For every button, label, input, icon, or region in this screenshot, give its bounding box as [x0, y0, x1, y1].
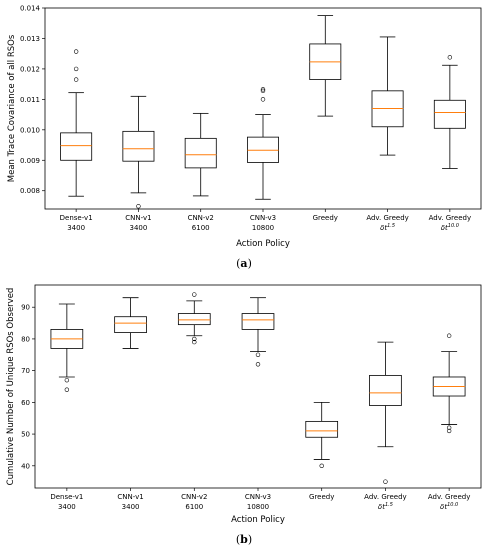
outlier [255, 352, 261, 357]
x-tick-label: Dense-v1 [60, 214, 93, 222]
box-body [433, 99, 466, 129]
y-tick-label: 0.011 [20, 96, 40, 104]
box-5 [309, 15, 342, 117]
box-1 [50, 303, 84, 392]
y-tick-label: 50 [21, 431, 30, 439]
box-body [177, 313, 211, 326]
box-body [369, 374, 402, 406]
y-tick-label: 40 [21, 462, 30, 470]
outlier [446, 333, 452, 338]
box-3 [184, 112, 217, 197]
box-6 [371, 36, 404, 156]
box-6 [369, 341, 402, 484]
x-tick-label: Adv. Greedy [364, 493, 407, 501]
x-tick-label: CNN-v3 [245, 493, 271, 501]
x-tick-sublabel: δt10.0 [440, 502, 458, 511]
box-2 [122, 95, 155, 209]
box-7 [433, 55, 466, 169]
box-2 [114, 297, 147, 349]
outlier [260, 88, 266, 94]
box-7 [432, 333, 466, 434]
chart-a: 0.008 0.009 0.010 0.011 0.012 0.013 0.014 Dense… [7, 5, 482, 270]
y-tick-label: 70 [21, 367, 30, 375]
x-tick-sublabel: 6100 [192, 224, 210, 232]
outlier [255, 362, 261, 367]
y-tick-label: 0.013 [20, 35, 40, 43]
outlier [447, 55, 453, 60]
x-axis-title: Action Policy [231, 515, 285, 525]
y-tick-label: 0.010 [20, 126, 40, 134]
box-body [305, 420, 339, 438]
y-tick-label: 0.009 [20, 157, 40, 165]
chart-b: 40 50 60 70 80 90 Dense-v1 3400 CNN-v1 3400 CNN-v2… [6, 284, 482, 546]
x-tick-label: CNN-v1 [117, 493, 143, 501]
x-tick-label: CNN-v2 [188, 214, 214, 222]
y-axis-title: Cumulative Number of Unique RSOs Observe… [6, 288, 16, 486]
outlier [64, 377, 70, 383]
x-tick-label: CNN-v1 [125, 214, 151, 222]
box-5 [305, 401, 339, 468]
box-3 [177, 292, 211, 345]
y-axis-title: Mean Trace Covariance of all RSOs [7, 34, 17, 182]
outlier [446, 428, 452, 434]
box-body [184, 137, 217, 169]
x-tick-sublabel: 3400 [130, 224, 148, 232]
outlier [192, 336, 197, 342]
outlier [383, 479, 388, 484]
outlier [64, 387, 70, 392]
outlier [260, 97, 266, 102]
box-body [122, 130, 155, 162]
x-tick-sublabel: 10800 [247, 503, 269, 511]
outlier [136, 204, 141, 209]
x-tick-sublabel: δt1.5 [378, 502, 393, 511]
figure-caption: (a) [236, 257, 252, 270]
x-tick-label: Adv. Greedy [366, 214, 409, 222]
box-4 [241, 297, 275, 367]
y-tick-label: 80 [21, 335, 30, 343]
y-tick-label: 0.014 [20, 5, 41, 13]
box-body [114, 316, 147, 333]
y-tick-label: 0.012 [20, 65, 40, 73]
x-tick-label: Adv. Greedy [428, 493, 471, 501]
x-tick-sublabel: δt1.5 [380, 223, 395, 232]
outlier [73, 77, 79, 82]
box-body [60, 132, 93, 161]
box-1 [60, 49, 93, 197]
x-tick-sublabel: 3400 [67, 224, 85, 232]
x-tick-label: Greedy [313, 214, 338, 222]
figure-caption: (b) [236, 533, 252, 546]
x-tick-label: CNN-v2 [181, 493, 207, 501]
x-tick-sublabel: 3400 [122, 503, 140, 511]
x-tick-label: Greedy [309, 493, 334, 501]
x-tick-sublabel: δt10.0 [441, 223, 459, 232]
outlier [319, 463, 324, 468]
outlier [260, 87, 266, 92]
y-tick-label: 60 [21, 399, 30, 407]
x-tick-label: Adv. Greedy [429, 214, 472, 222]
box-body [241, 313, 275, 330]
outlier [73, 49, 79, 54]
box-4 [247, 87, 279, 200]
x-tick-sublabel: 6100 [185, 503, 203, 511]
y-tick-label: 90 [21, 304, 30, 312]
x-tick-sublabel: 3400 [58, 503, 76, 511]
outlier [446, 425, 452, 430]
y-tick-label: 0.008 [20, 187, 40, 195]
outlier [192, 292, 197, 297]
x-tick-label: CNN-v3 [250, 214, 276, 222]
x-tick-label: Dense-v1 [50, 493, 83, 501]
outlier [192, 339, 197, 345]
outlier [73, 66, 79, 72]
x-axis-title: Action Policy [236, 239, 290, 249]
x-tick-sublabel: 10800 [252, 224, 274, 232]
